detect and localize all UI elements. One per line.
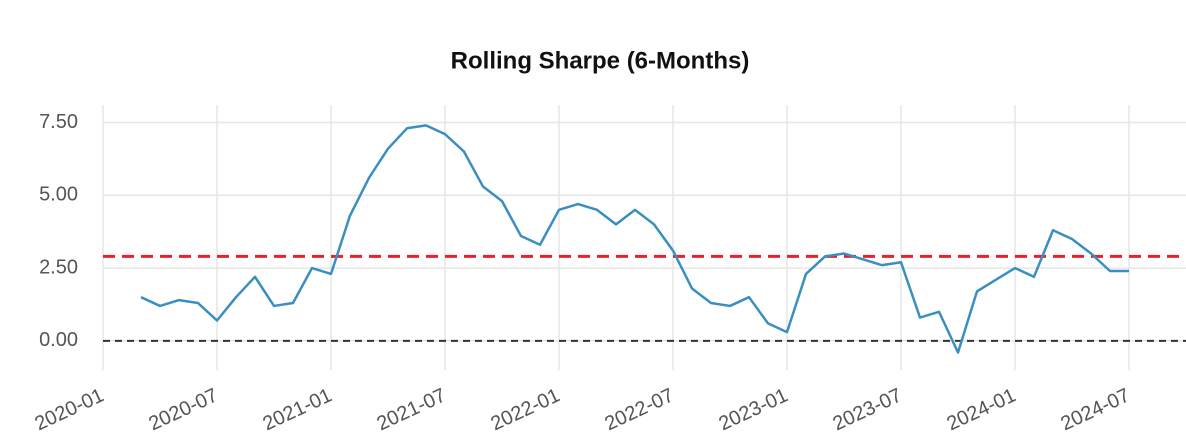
x-tick-label: 2024-01 xyxy=(944,384,1020,435)
series-line xyxy=(140,124,1129,354)
x-tick-label: 2023-07 xyxy=(830,384,906,435)
x-tick-label: 2022-01 xyxy=(488,384,564,435)
x-tick-label: 2023-01 xyxy=(716,384,792,435)
x-tick-label: 2021-01 xyxy=(260,384,336,435)
y-tick-label: 7.50 xyxy=(39,111,78,133)
x-tick-label: 2024-07 xyxy=(1058,384,1134,435)
x-tick-label: 2021-07 xyxy=(374,384,450,435)
x-tick-label: 2020-07 xyxy=(146,384,222,435)
x-tick-label: 2022-07 xyxy=(602,384,678,435)
x-tick-label: 2020-01 xyxy=(32,384,108,435)
y-tick-label: 0.00 xyxy=(39,329,78,351)
chart-title: Rolling Sharpe (6-Months) xyxy=(451,47,750,74)
y-tick-label: 2.50 xyxy=(39,256,78,278)
y-tick-label: 5.00 xyxy=(39,184,78,206)
